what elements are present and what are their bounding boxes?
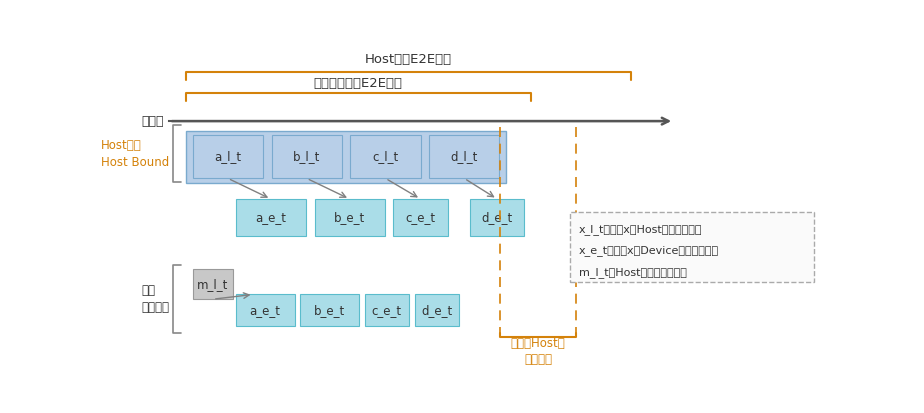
Text: m_l_t: m_l_t (197, 278, 228, 291)
Text: x_e_t：算子x在Device上的执行时间: x_e_t：算子x在Device上的执行时间 (578, 245, 719, 256)
Text: c_l_t: c_l_t (372, 150, 398, 164)
Text: c_e_t: c_e_t (371, 304, 402, 317)
Bar (350, 135, 420, 178)
Text: b_e_t: b_e_t (334, 211, 365, 224)
Text: Host调度
Host Bound: Host调度 Host Bound (101, 139, 169, 169)
Text: b_l_t: b_l_t (293, 150, 321, 164)
Text: x_l_t：算子x在Host上的下发时间: x_l_t：算子x在Host上的下发时间 (578, 224, 702, 235)
Bar (300, 294, 359, 326)
Text: c_e_t: c_e_t (406, 211, 435, 224)
Text: Host调度E2E耗时: Host调度E2E耗时 (365, 53, 452, 66)
Bar (186, 131, 506, 183)
Bar (236, 199, 306, 235)
Text: m_l_t：Host侧模型下发开销: m_l_t：Host侧模型下发开销 (578, 267, 687, 278)
Text: d_l_t: d_l_t (451, 150, 478, 164)
Bar (429, 135, 499, 178)
Text: d_e_t: d_e_t (481, 211, 513, 224)
Bar (272, 135, 342, 178)
Bar (193, 135, 263, 178)
Text: 相对于Host调
度的收益: 相对于Host调 度的收益 (511, 337, 565, 366)
Text: 模型
下沉执行: 模型 下沉执行 (141, 284, 169, 314)
Text: a_l_t: a_l_t (214, 150, 241, 164)
Bar (365, 294, 409, 326)
Bar (314, 199, 384, 235)
Bar (236, 294, 295, 326)
Text: a_e_t: a_e_t (249, 304, 281, 317)
Text: 时间轴: 时间轴 (141, 115, 164, 128)
Bar (570, 212, 814, 282)
Text: 模型下沉执行E2E耗时: 模型下沉执行E2E耗时 (314, 77, 403, 90)
Text: d_e_t: d_e_t (421, 304, 453, 317)
Bar (470, 199, 525, 235)
Text: b_e_t: b_e_t (314, 304, 346, 317)
Bar (193, 269, 233, 299)
Text: a_e_t: a_e_t (255, 211, 286, 224)
Bar (415, 294, 459, 326)
Bar (394, 199, 448, 235)
